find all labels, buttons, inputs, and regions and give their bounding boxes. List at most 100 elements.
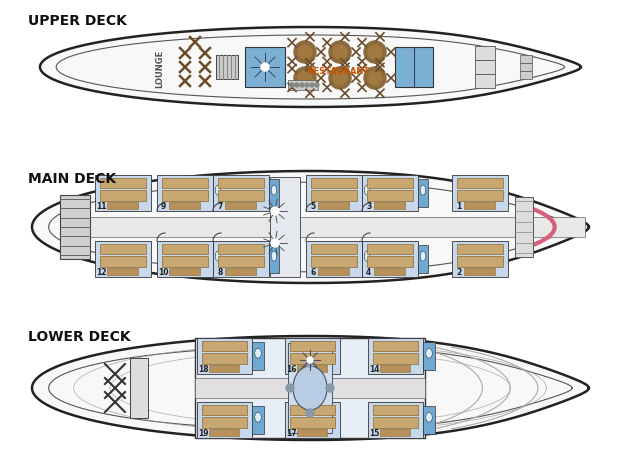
Text: 7: 7 <box>217 202 223 211</box>
Bar <box>464 268 495 275</box>
Bar <box>245 47 285 87</box>
Circle shape <box>306 409 314 417</box>
Bar <box>373 354 418 364</box>
Bar <box>195 338 425 438</box>
Bar <box>270 177 300 277</box>
Text: 11: 11 <box>97 202 107 211</box>
Text: 6: 6 <box>310 268 316 277</box>
Bar <box>202 418 247 428</box>
Text: UPPER DECK: UPPER DECK <box>28 14 127 28</box>
Bar <box>318 268 349 275</box>
Bar <box>218 257 264 266</box>
Circle shape <box>333 45 347 59</box>
Bar <box>373 418 418 428</box>
Bar <box>285 338 340 374</box>
Circle shape <box>315 83 319 87</box>
Bar <box>520 71 532 79</box>
Ellipse shape <box>420 185 426 195</box>
Bar <box>95 241 151 277</box>
Polygon shape <box>32 336 589 440</box>
Text: 18: 18 <box>198 365 209 374</box>
Bar <box>297 429 327 436</box>
Bar <box>216 55 238 79</box>
Text: 8: 8 <box>217 268 223 277</box>
Bar <box>464 202 495 209</box>
Ellipse shape <box>293 366 327 410</box>
Text: 1: 1 <box>456 202 461 211</box>
Bar <box>367 244 413 254</box>
Bar <box>157 175 213 211</box>
Text: 2: 2 <box>456 268 461 277</box>
Bar <box>373 341 418 351</box>
Text: 17: 17 <box>286 429 297 438</box>
Bar <box>362 178 372 207</box>
Bar <box>290 405 335 415</box>
Ellipse shape <box>426 348 432 358</box>
Bar <box>162 178 208 188</box>
Text: 12: 12 <box>97 268 107 277</box>
Circle shape <box>364 41 386 63</box>
Circle shape <box>290 83 294 87</box>
Bar <box>367 257 413 266</box>
Circle shape <box>333 71 347 85</box>
Bar <box>290 354 335 364</box>
Bar <box>195 378 425 398</box>
Ellipse shape <box>365 185 370 195</box>
Text: LOUNGE: LOUNGE <box>156 50 164 88</box>
Bar <box>213 175 269 211</box>
Bar <box>362 245 372 273</box>
Text: 16: 16 <box>286 365 297 374</box>
Bar <box>367 191 413 201</box>
Bar <box>197 338 252 374</box>
Bar <box>395 47 433 87</box>
Bar <box>100 191 146 201</box>
Bar <box>311 178 357 188</box>
Bar <box>209 365 239 372</box>
Bar <box>100 257 146 266</box>
Circle shape <box>271 207 279 215</box>
Bar <box>269 245 279 273</box>
Text: 10: 10 <box>159 268 169 277</box>
Bar <box>423 342 435 370</box>
Circle shape <box>298 71 312 85</box>
Bar <box>209 429 239 436</box>
Bar <box>457 191 503 201</box>
Circle shape <box>295 83 299 87</box>
Bar <box>169 268 200 275</box>
Circle shape <box>306 359 314 367</box>
Bar <box>213 245 223 273</box>
Text: 3: 3 <box>366 202 371 211</box>
Bar <box>252 406 264 434</box>
Ellipse shape <box>426 412 432 422</box>
Bar <box>202 405 247 415</box>
Bar <box>225 268 256 275</box>
Text: 14: 14 <box>370 365 380 374</box>
Text: RESTAURANT: RESTAURANT <box>307 68 369 77</box>
Circle shape <box>326 384 334 392</box>
Ellipse shape <box>215 185 221 195</box>
Ellipse shape <box>272 185 277 195</box>
Bar <box>311 191 357 201</box>
Bar <box>362 241 418 277</box>
Circle shape <box>298 45 312 59</box>
Bar <box>452 175 508 211</box>
Ellipse shape <box>215 251 221 261</box>
Bar <box>418 178 428 207</box>
Circle shape <box>310 83 314 87</box>
Text: 15: 15 <box>370 429 380 438</box>
Bar <box>202 354 247 364</box>
Bar <box>288 343 332 433</box>
Bar <box>218 244 264 254</box>
Bar <box>475 60 495 74</box>
Bar <box>169 202 200 209</box>
Bar <box>373 405 418 415</box>
Text: 5: 5 <box>310 202 316 211</box>
Bar <box>367 178 413 188</box>
Bar <box>162 191 208 201</box>
Circle shape <box>300 83 304 87</box>
Circle shape <box>271 239 279 247</box>
Bar <box>374 268 405 275</box>
Bar <box>130 358 148 418</box>
Bar <box>297 365 327 372</box>
Bar <box>418 245 428 273</box>
